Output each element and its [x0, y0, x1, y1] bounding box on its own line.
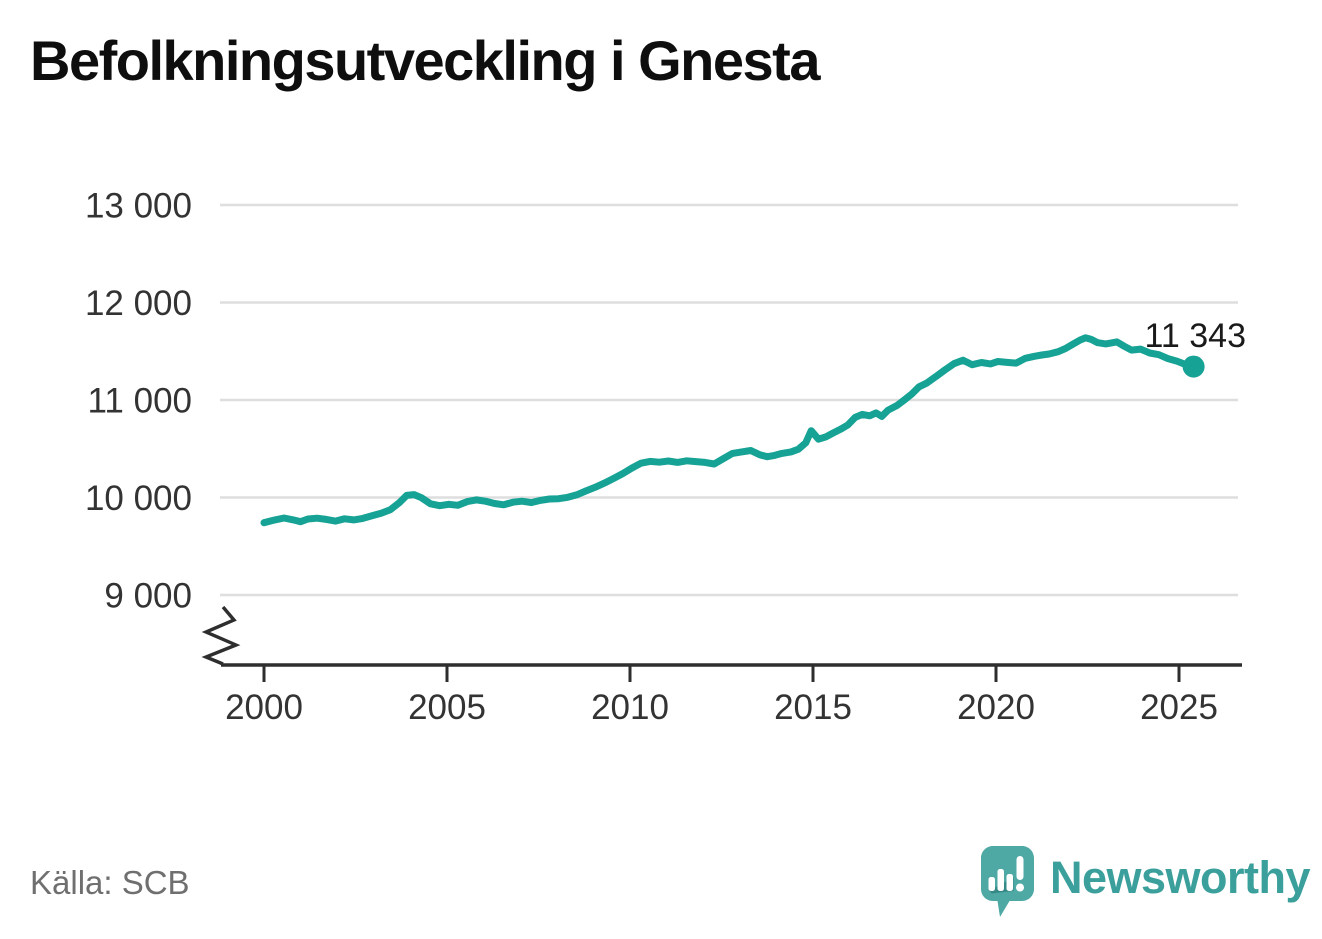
source-note: Källa: SCB	[30, 864, 190, 901]
y-axis-label: 12 000	[85, 284, 192, 323]
y-axis-label: 10 000	[85, 479, 192, 518]
y-axis-label: 13 000	[85, 187, 192, 226]
newsworthy-logo-text: Newsworthy	[1050, 852, 1311, 903]
x-axis-label: 2010	[591, 688, 669, 727]
y-axis-break-icon	[201, 605, 241, 666]
newsworthy-logo: Newsworthy	[980, 846, 1311, 918]
chart-title: Befolkningsutveckling i Gnesta	[30, 29, 820, 92]
latest-value-dot	[1182, 355, 1205, 378]
x-axis-label: 2015	[774, 688, 852, 727]
x-axis-label: 2000	[225, 688, 303, 727]
latest-value-label: 11 343	[1145, 317, 1246, 355]
x-axis-label: 2025	[1140, 688, 1218, 727]
newsworthy-logo-icon	[981, 846, 1034, 917]
x-axis-label: 2020	[957, 688, 1035, 727]
y-axis-label: 11 000	[88, 382, 192, 421]
x-axis-label: 2005	[408, 688, 486, 727]
population-line	[260, 334, 1198, 527]
y-axis-label: 9 000	[104, 577, 192, 616]
